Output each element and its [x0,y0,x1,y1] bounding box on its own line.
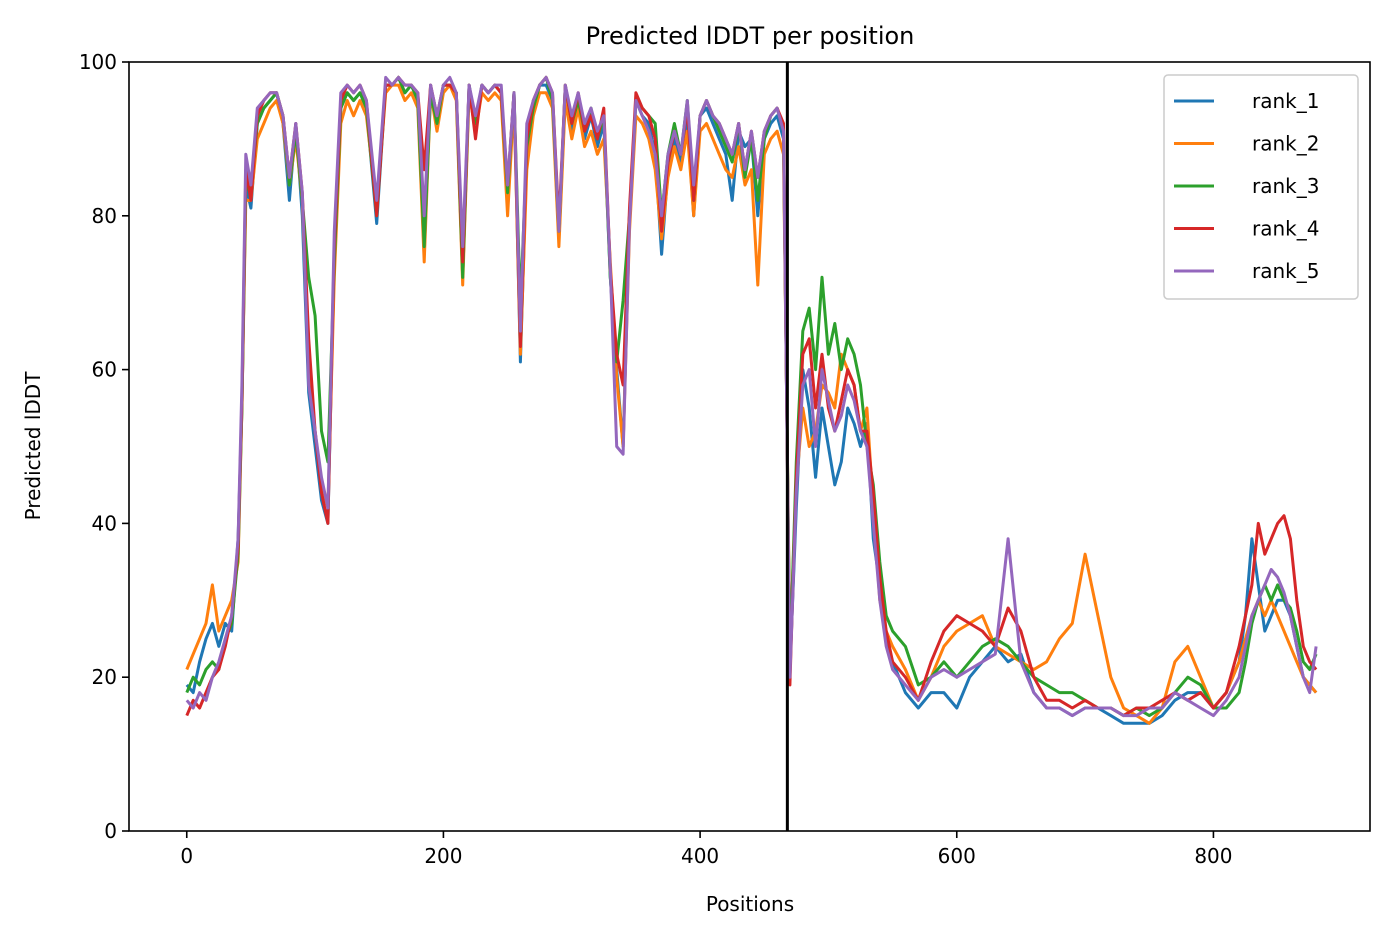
legend-label-rank_5: rank_5 [1252,259,1319,283]
x-tick-label: 800 [1194,844,1232,868]
plot-frame [128,61,1371,832]
legend-box [1163,74,1359,300]
plot-lines [185,75,1318,725]
series-line-rank_2 [185,83,1318,725]
legend-label-rank_2: rank_2 [1252,132,1319,156]
x-tick-label: 0 [180,844,193,868]
x-axis-ticks: 0 200 400 600 800 [180,831,1233,868]
y-axis-ticks: 0 20 40 60 80 100 [79,50,129,843]
y-tick-label: 60 [92,358,117,382]
legend-label-rank_3: rank_3 [1252,174,1319,198]
legend: rank_1 rank_2 rank_3 rank_4 rank_5 [1163,74,1359,300]
x-axis-title: Positions [706,892,794,916]
chart-title: Predicted lDDT per position [586,22,915,50]
x-tick-label: 600 [938,844,976,868]
y-axis-title: Predicted lDDT [21,371,45,521]
x-tick-label: 400 [681,844,719,868]
y-tick-label: 80 [92,204,117,228]
legend-label-rank_4: rank_4 [1252,217,1319,241]
y-tick-label: 100 [79,50,117,74]
series-line-rank_5 [185,75,1318,718]
y-tick-label: 20 [92,665,117,689]
y-tick-label: 40 [92,511,117,535]
y-tick-label: 0 [104,819,117,843]
legend-label-rank_1: rank_1 [1252,89,1319,113]
x-tick-label: 200 [424,844,462,868]
